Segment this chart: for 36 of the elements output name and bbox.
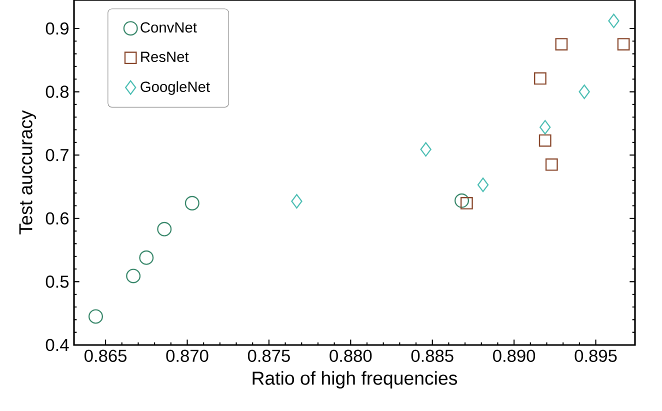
point [538, 134, 552, 147]
point [540, 120, 551, 134]
x-tick-label: 0.885 [411, 350, 454, 362]
point [578, 84, 590, 100]
legend-label: ResNet [141, 52, 189, 62]
point [420, 142, 432, 157]
point [555, 38, 568, 51]
x-tick-label: 0.865 [84, 350, 126, 362]
y-axis-title: Test auccuracy [19, 110, 36, 234]
legend-label: ConvNet [140, 22, 197, 33]
x-tick-label: 0.880 [330, 350, 372, 362]
y-tick-label: 0.4 [46, 338, 69, 352]
point [184, 196, 200, 210]
x-tick-label: 0.875 [248, 350, 290, 362]
point [139, 250, 154, 265]
x-tick-label: 0.890 [493, 350, 536, 362]
x-tick-label: 0.895 [574, 350, 617, 362]
point [608, 14, 620, 28]
point [534, 72, 546, 85]
point [545, 158, 558, 171]
y-tick-label: 0.9 [46, 22, 68, 35]
legend-label: GoogleNet [140, 81, 210, 95]
point [126, 268, 141, 284]
y-tick-label: 0.6 [46, 212, 69, 225]
point [291, 194, 302, 209]
y-tick-label: 0.5 [46, 276, 69, 288]
point [88, 309, 104, 324]
point [617, 38, 630, 51]
x-tick-label: 0.870 [166, 350, 208, 362]
point [477, 178, 489, 192]
point [454, 193, 470, 208]
point [157, 222, 172, 236]
y-tick-label: 0.7 [46, 148, 68, 162]
x-axis-title: Ratio of high frequencies [252, 371, 458, 389]
point [460, 196, 473, 210]
y-tick-label: 0.8 [46, 86, 69, 98]
